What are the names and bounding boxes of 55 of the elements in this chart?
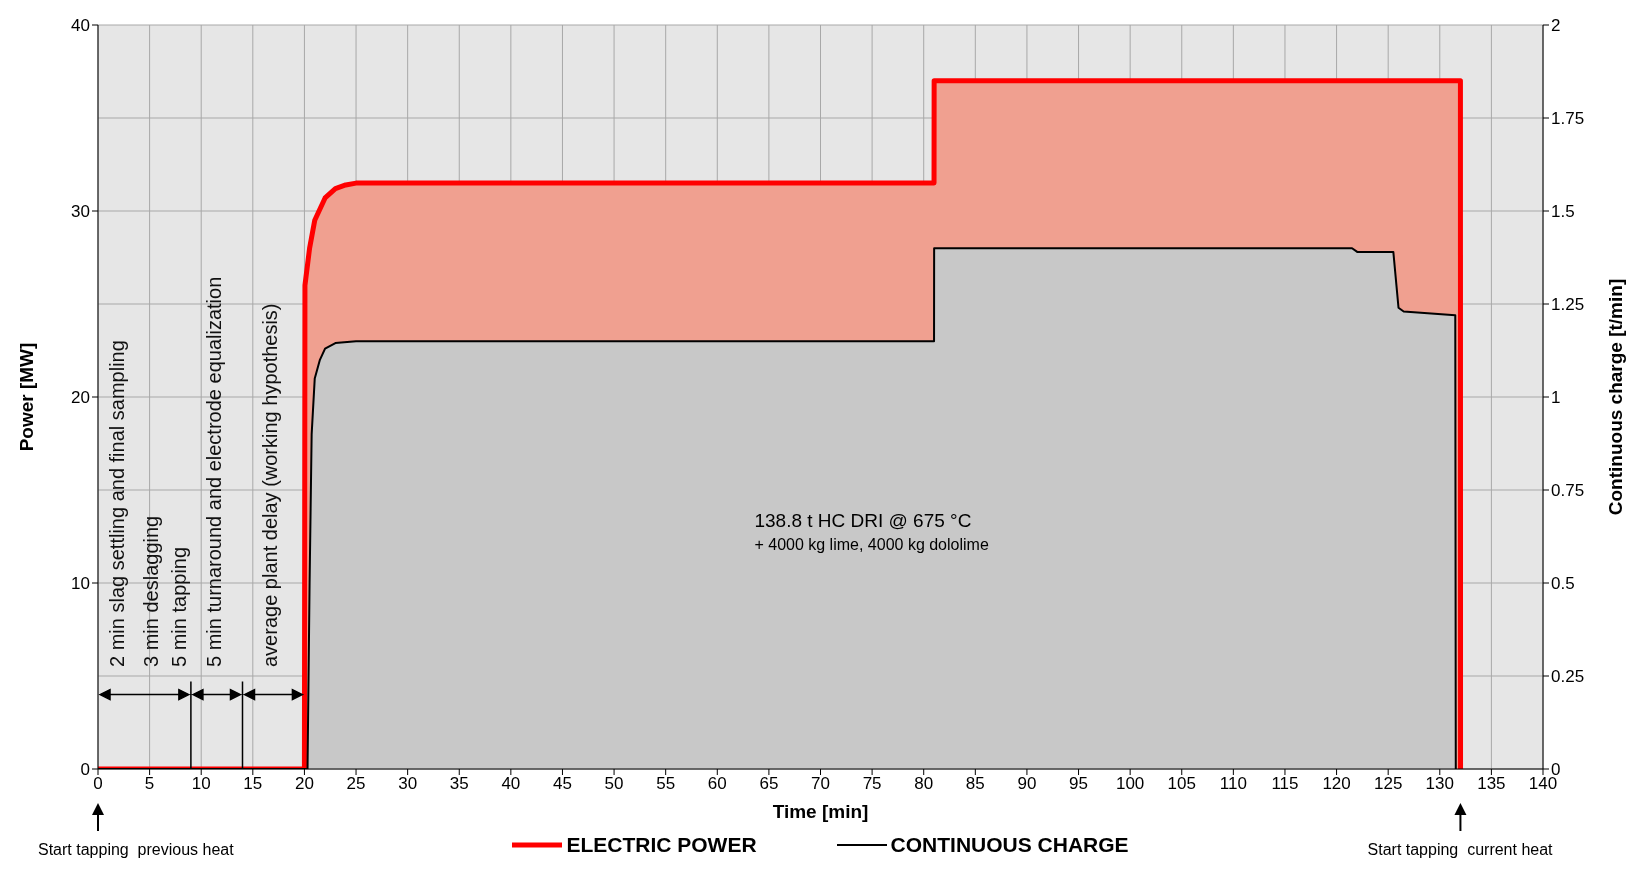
x-tick-label: 45 (553, 774, 572, 794)
x-tick-label: 100 (1115, 774, 1145, 794)
text: Start tapping current heat (1367, 841, 1553, 859)
legend-label: CONTINUOUS CHARGE (890, 833, 1129, 857)
y-tick-label: 10 (71, 574, 90, 594)
x-tick-label: 50 (604, 774, 624, 794)
x-tick-label: 40 (501, 774, 521, 794)
x-tick-label: 25 (346, 774, 366, 794)
x-tick-label: 30 (398, 774, 418, 794)
y-axis-title: Power [MW] (15, 342, 37, 452)
x-tick-label: 95 (1069, 774, 1088, 794)
y-tick-label: 20 (71, 388, 90, 408)
x-tick-label: 125 (1373, 774, 1403, 794)
legend-label: ELECTRIC POWER (566, 833, 757, 857)
x-tick-label: 35 (449, 774, 469, 794)
x-tick-label: 135 (1477, 774, 1506, 794)
y2-tick-label: 0.25 (1551, 667, 1585, 687)
y2-axis-title: Continuous charge [t/min] (1604, 278, 1626, 516)
x-tick-label: 15 (243, 774, 263, 794)
y2-tick-label: 1.75 (1551, 109, 1585, 129)
x-tick-label: 130 (1425, 774, 1454, 794)
x-tick-label: 5 (144, 774, 155, 794)
y-tick-label: 30 (71, 202, 90, 222)
annotation: 2 min slag settling and final sampling (105, 339, 128, 667)
x-tick-label: 75 (862, 774, 882, 794)
annotation: 5 min tapping (167, 546, 190, 667)
x-tick-label: 120 (1322, 774, 1351, 794)
annotation: 138.8 t HC DRI @ 675 °C (754, 509, 972, 532)
y2-tick-label: 1.5 (1551, 202, 1575, 222)
x-tick-label: 70 (811, 774, 830, 794)
y2-tick-label: 2 (1551, 16, 1561, 36)
annotation: 5 min turnaround and electrode equalization (202, 276, 225, 667)
annotation: 3 min deslagging (139, 515, 162, 667)
y2-tick-label: 0.75 (1551, 481, 1585, 501)
x-tick-label: 60 (707, 774, 727, 794)
x-tick-label: 0 (93, 774, 103, 794)
x-tick-label: 85 (965, 774, 985, 794)
x-tick-label: 115 (1271, 774, 1299, 794)
x-tick-label: 55 (656, 774, 676, 794)
y-tick-label: 40 (71, 16, 90, 36)
x-axis-title: Time [min] (771, 801, 870, 823)
x-tick-label: 80 (914, 774, 934, 794)
annotation: average plant delay (working hypothesis) (259, 303, 282, 667)
x-tick-label: 65 (759, 774, 779, 794)
x-tick-label: 10 (191, 774, 211, 794)
y2-tick-label: 1 (1551, 388, 1561, 408)
y-tick-label: 0 (80, 760, 90, 780)
x-tick-label: 90 (1017, 774, 1037, 794)
y2-tick-label: 0.5 (1551, 574, 1575, 594)
annotation: + 4000 kg lime, 4000 kg dololime (754, 535, 989, 554)
x-tick-label: 105 (1167, 774, 1196, 794)
text: Start tapping previous heat (38, 841, 234, 859)
y2-tick-label: 1.25 (1551, 295, 1585, 315)
x-tick-label: 110 (1219, 774, 1247, 794)
x-tick-label: 20 (294, 774, 314, 794)
